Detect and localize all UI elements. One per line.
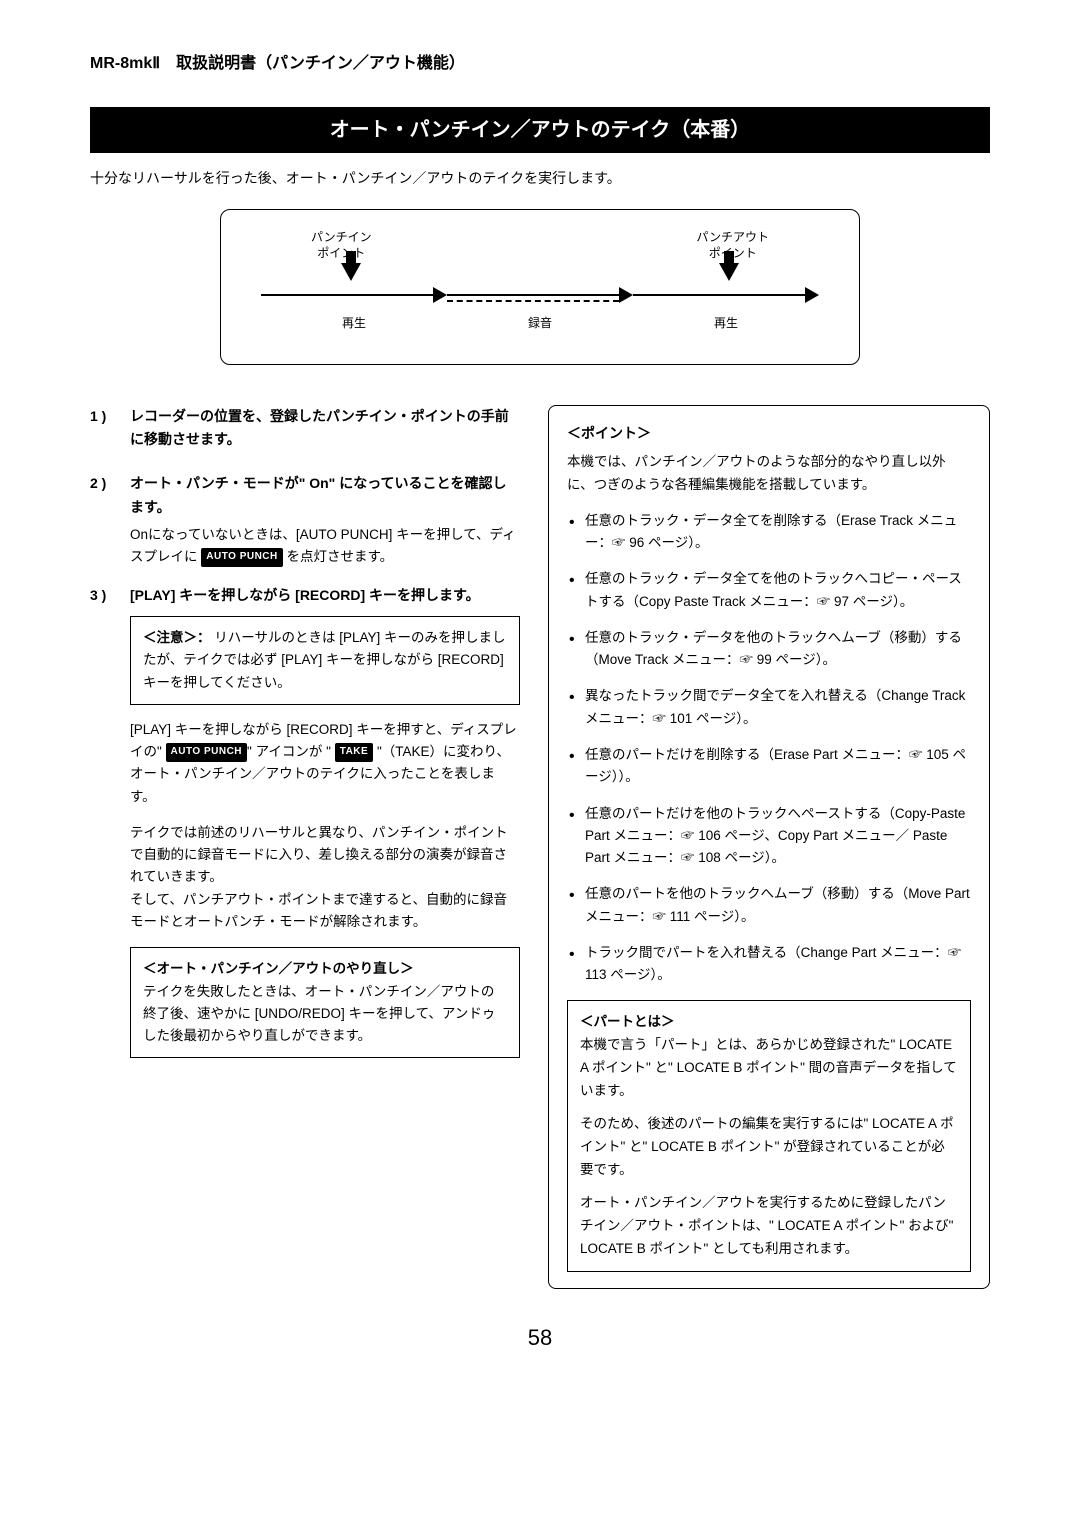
step-text: Onになっていないときは、[AUTO PUNCH] キーを押して、ディスプレイに… xyxy=(130,524,520,569)
segment-label: 再生 xyxy=(261,313,447,333)
part-paragraph: そのため、後述のパートの編集を実行するには" LOCATE A ポイント" と"… xyxy=(580,1113,958,1182)
list-item: 任意のパートだけを削除する（Erase Part メニュー：☞ 105 ページ）… xyxy=(567,744,971,789)
list-item: 異なったトラック間でデータ全てを入れ替える（Change Track メニュー：… xyxy=(567,685,971,730)
list-item: トラック間でパートを入れ替える（Change Part メニュー：☞ 113 ペ… xyxy=(567,942,971,987)
segment-label: 録音 xyxy=(447,313,633,333)
step-title: [PLAY] キーを押しながら [RECORD] キーを押します。 xyxy=(130,584,520,608)
page-header: MR-8mkⅡ 取扱説明書（パンチイン／アウト機能） xyxy=(90,50,990,77)
step-2: 2 ) オート・パンチ・モードが" On" になっていることを確認します。 On… xyxy=(90,472,520,568)
timeline xyxy=(261,287,819,303)
list-item: 任意のトラック・データ全てを削除する（Erase Track メニュー：☞ 96… xyxy=(567,510,971,555)
step-paragraph: テイクでは前述のリハーサルと異なり、パンチイン・ポイントで自動的に録音モードに入… xyxy=(130,822,520,933)
step-paragraph: [PLAY] キーを押しながら [RECORD] キーを押すと、ディスプレイの"… xyxy=(130,719,520,808)
arrow-right-icon xyxy=(433,287,447,303)
arrow-right-icon xyxy=(805,287,819,303)
segment-label: 再生 xyxy=(633,313,819,333)
down-arrow-icon xyxy=(719,263,739,281)
caution-box: ＜注意＞： リハーサルのときは [PLAY] キーのみを押しましたが、テイクでは… xyxy=(130,616,520,705)
step-1: 1 ) レコーダーの位置を、登録したパンチイン・ポイントの手前に移動させます。 xyxy=(90,405,520,457)
take-icon: TAKE xyxy=(335,743,373,762)
part-definition-box: ＜パートとは＞ 本機で言う「パート」とは、あらかじめ登録された" LOCATE … xyxy=(567,1000,971,1271)
step-number: 2 ) xyxy=(90,472,130,568)
list-item: 任意のトラック・データ全てを他のトラックへコピー・ペーストする（Copy Pas… xyxy=(567,568,971,613)
punch-in-label: パンチイン ポイント xyxy=(311,230,372,261)
auto-punch-icon: AUTO PUNCH xyxy=(166,743,247,762)
step-3: 3 ) [PLAY] キーを押しながら [RECORD] キーを押します。 ＜注… xyxy=(90,584,520,1072)
left-column: 1 ) レコーダーの位置を、登録したパンチイン・ポイントの手前に移動させます。 … xyxy=(90,405,520,1289)
arrow-right-icon xyxy=(619,287,633,303)
timeline-diagram: パンチイン ポイント パンチアウト ポイント 再生 録音 再生 xyxy=(220,209,860,365)
part-paragraph: 本機で言う「パート」とは、あらかじめ登録された" LOCATE A ポイント" … xyxy=(580,1034,958,1103)
point-intro: 本機では、パンチイン／アウトのような部分的なやり直し以外に、つぎのような各種編集… xyxy=(567,451,971,496)
step-number: 3 ) xyxy=(90,584,130,1072)
part-paragraph: オート・パンチイン／アウトを実行するために登録したパンチイン／アウト・ポイントは… xyxy=(580,1192,958,1261)
auto-punch-icon: AUTO PUNCH xyxy=(201,548,282,567)
step-title: オート・パンチ・モードが" On" になっていることを確認します。 xyxy=(130,472,520,520)
point-title: ＜ポイント＞ xyxy=(567,422,971,446)
list-item: 任意のパートだけを他のトラックへペーストする（Copy-Paste Part メ… xyxy=(567,803,971,870)
page-number: 58 xyxy=(90,1319,990,1356)
list-item: 任意のトラック・データを他のトラックへムーブ（移動）する（Move Track … xyxy=(567,627,971,672)
step-number: 1 ) xyxy=(90,405,130,457)
feature-list: 任意のトラック・データ全てを削除する（Erase Track メニュー：☞ 96… xyxy=(567,510,971,987)
intro-text: 十分なリハーサルを行った後、オート・パンチイン／アウトのテイクを実行します。 xyxy=(90,167,990,191)
redo-box: ＜オート・パンチイン／アウトのやり直し＞ テイクを失敗したときは、オート・パンチ… xyxy=(130,947,520,1058)
down-arrow-icon xyxy=(341,263,361,281)
list-item: 任意のパートを他のトラックへムーブ（移動）する（Move Part メニュー：☞… xyxy=(567,883,971,928)
step-title: レコーダーの位置を、登録したパンチイン・ポイントの手前に移動させます。 xyxy=(130,405,520,453)
right-column: ＜ポイント＞ 本機では、パンチイン／アウトのような部分的なやり直し以外に、つぎの… xyxy=(548,405,990,1289)
section-title: オート・パンチイン／アウトのテイク（本番） xyxy=(90,107,990,153)
point-outer-box: ＜ポイント＞ 本機では、パンチイン／アウトのような部分的なやり直し以外に、つぎの… xyxy=(548,405,990,1289)
